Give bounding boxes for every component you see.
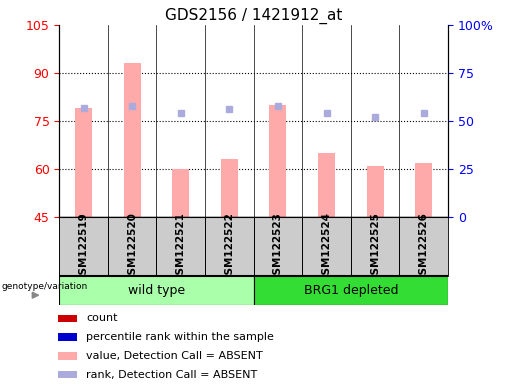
Text: GSM122519: GSM122519 xyxy=(78,212,89,281)
Bar xyxy=(58,315,77,322)
Text: count: count xyxy=(86,313,118,323)
Bar xyxy=(318,153,335,217)
Bar xyxy=(58,352,77,360)
Bar xyxy=(157,217,205,276)
Bar xyxy=(415,162,432,217)
Bar xyxy=(221,159,238,217)
Text: value, Detection Call = ABSENT: value, Detection Call = ABSENT xyxy=(86,351,263,361)
Bar xyxy=(58,333,77,341)
Text: wild type: wild type xyxy=(128,285,185,297)
Bar xyxy=(172,169,189,217)
Bar xyxy=(367,166,384,217)
Bar xyxy=(400,217,448,276)
Bar xyxy=(351,217,400,276)
Bar xyxy=(75,108,92,217)
Text: GSM122521: GSM122521 xyxy=(176,212,186,281)
Text: BRG1 depleted: BRG1 depleted xyxy=(304,285,398,297)
Bar xyxy=(59,276,253,305)
Text: genotype/variation: genotype/variation xyxy=(1,282,88,291)
Bar xyxy=(124,63,141,217)
Bar xyxy=(205,217,253,276)
Bar xyxy=(302,217,351,276)
Text: GSM122524: GSM122524 xyxy=(321,212,332,282)
Bar xyxy=(59,217,108,276)
Text: GSM122522: GSM122522 xyxy=(225,212,234,281)
Bar xyxy=(108,217,157,276)
Text: GSM122520: GSM122520 xyxy=(127,212,137,281)
Text: GSM122526: GSM122526 xyxy=(419,212,429,281)
Text: GSM122525: GSM122525 xyxy=(370,212,380,281)
Bar xyxy=(269,105,286,217)
Bar xyxy=(58,371,77,378)
Title: GDS2156 / 1421912_at: GDS2156 / 1421912_at xyxy=(165,7,342,23)
Text: GSM122523: GSM122523 xyxy=(273,212,283,281)
Bar xyxy=(253,276,448,305)
Bar xyxy=(253,217,302,276)
Text: rank, Detection Call = ABSENT: rank, Detection Call = ABSENT xyxy=(86,370,258,380)
Text: percentile rank within the sample: percentile rank within the sample xyxy=(86,332,274,342)
